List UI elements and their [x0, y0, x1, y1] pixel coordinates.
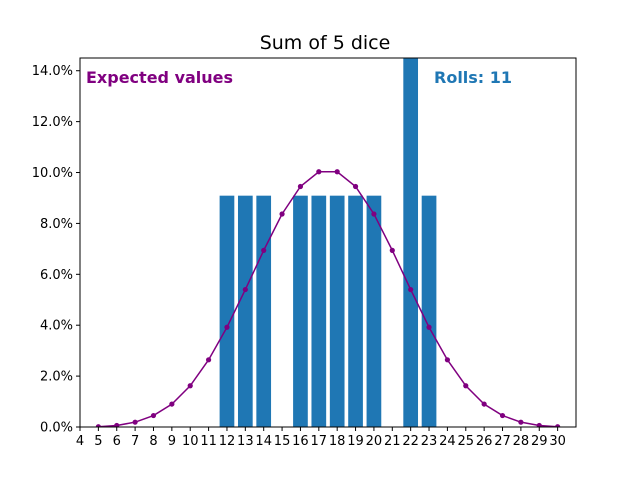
bar-12	[219, 195, 235, 427]
x-tick-label: 6	[113, 434, 121, 449]
x-tick-label: 11	[200, 434, 217, 449]
expected-point-8	[150, 412, 157, 419]
expected-point-10	[187, 383, 193, 389]
rolls-count-label: Rolls: 11	[434, 68, 512, 87]
x-tick-label: 23	[421, 434, 438, 449]
y-tick-label: 10.0%	[32, 166, 73, 181]
x-axis: 4 5 6 7 8 9 10 11 12 13 14 15 16 17 18 19 20 21 22 23 24 25 26…	[76, 427, 566, 449]
y-tick-label: 2.0%	[40, 370, 73, 385]
y-axis: 0.0% 2.0% 4.0% 6.0% 8.0% 10.0% 12.0% 14.0%	[32, 64, 80, 436]
expected-values-label: Expected values	[86, 68, 233, 87]
y-tick-label: 4.0%	[40, 319, 73, 334]
x-tick-label: 4	[76, 434, 84, 449]
x-tick-label: 15	[274, 434, 291, 449]
expected-point-12	[224, 324, 230, 330]
x-tick-label: 18	[329, 434, 346, 449]
expected-point-22	[408, 286, 414, 293]
expected-point-20	[371, 211, 377, 217]
x-tick-label: 21	[384, 434, 401, 449]
expected-point-7	[132, 419, 138, 425]
x-tick-label: 12	[219, 434, 236, 449]
x-tick-label: 8	[149, 434, 157, 449]
y-tick-label: 6.0%	[40, 268, 73, 283]
expected-point-26	[481, 401, 487, 407]
expected-point-17	[316, 169, 322, 175]
expected-line-series	[95, 169, 561, 427]
x-tick-label: 28	[513, 434, 530, 449]
expected-point-14	[261, 247, 267, 253]
bar-series	[219, 58, 437, 427]
x-tick-label: 17	[311, 434, 328, 449]
x-tick-label: 16	[292, 434, 309, 449]
expected-point-19	[352, 183, 359, 190]
x-tick-label: 9	[168, 434, 176, 449]
expected-point-16	[297, 183, 304, 190]
bar-16	[293, 195, 308, 427]
expected-point-25	[463, 383, 469, 389]
expected-point-21	[389, 247, 395, 253]
y-tick-label: 8.0%	[40, 217, 73, 232]
x-tick-label: 26	[476, 434, 493, 449]
chart-title: Sum of 5 dice	[260, 32, 391, 54]
bar-18	[329, 195, 345, 427]
expected-point-24	[444, 357, 451, 363]
x-tick-label: 30	[549, 434, 566, 449]
expected-point-13	[242, 286, 248, 293]
expected-point-18	[334, 169, 340, 175]
y-tick-label: 0.0%	[40, 421, 73, 436]
expected-point-6	[114, 422, 120, 427]
x-tick-label: 13	[237, 434, 254, 449]
axes-frame	[79, 57, 577, 428]
x-tick-label: 5	[94, 434, 102, 449]
x-tick-label: 14	[255, 434, 272, 449]
expected-point-30	[555, 424, 561, 427]
expected-point-28	[518, 419, 524, 425]
x-tick-label: 20	[366, 434, 383, 449]
bar-19	[348, 195, 363, 427]
bar-23	[421, 195, 437, 427]
x-tick-label: 29	[531, 434, 548, 449]
x-tick-label: 24	[439, 434, 456, 449]
x-tick-label: 27	[494, 434, 511, 449]
bar-22	[403, 58, 419, 427]
bar-17	[311, 195, 327, 427]
expected-point-23	[426, 324, 432, 330]
bar-13	[237, 195, 253, 427]
x-tick-label: 19	[347, 434, 364, 449]
x-tick-label: 7	[131, 434, 139, 449]
expected-point-9	[169, 401, 175, 407]
x-tick-label: 25	[458, 434, 475, 449]
bar-20	[366, 195, 382, 427]
expected-point-29	[536, 422, 542, 427]
expected-line	[98, 171, 558, 427]
expected-point-27	[499, 412, 506, 419]
x-tick-label: 22	[402, 434, 419, 449]
x-tick-label: 10	[182, 434, 199, 449]
y-tick-label: 14.0%	[32, 64, 73, 79]
expected-point-5	[95, 424, 101, 427]
bar-14	[256, 195, 272, 427]
expected-point-11	[205, 357, 212, 363]
y-tick-label: 12.0%	[32, 115, 73, 130]
expected-point-15	[279, 211, 285, 217]
